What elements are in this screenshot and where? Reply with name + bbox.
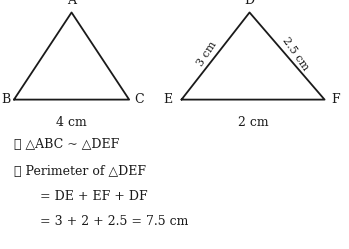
Text: A: A [67,0,76,7]
Text: = DE + EF + DF: = DE + EF + DF [40,190,148,203]
Text: F: F [332,93,340,106]
Text: D: D [244,0,255,7]
Text: 2 cm: 2 cm [238,116,268,129]
Text: ∴ △ABC ~ △DEF: ∴ △ABC ~ △DEF [14,138,119,151]
Text: E: E [164,93,173,106]
Text: 2.5 cm: 2.5 cm [280,35,310,72]
Text: = 3 + 2 + 2.5 = 7.5 cm: = 3 + 2 + 2.5 = 7.5 cm [40,215,188,228]
Text: B: B [2,93,11,106]
Text: C: C [134,93,144,106]
Text: 4 cm: 4 cm [56,116,87,129]
Text: 3 cm: 3 cm [195,39,218,68]
Text: ∴ Perimeter of △DEF: ∴ Perimeter of △DEF [14,165,146,178]
